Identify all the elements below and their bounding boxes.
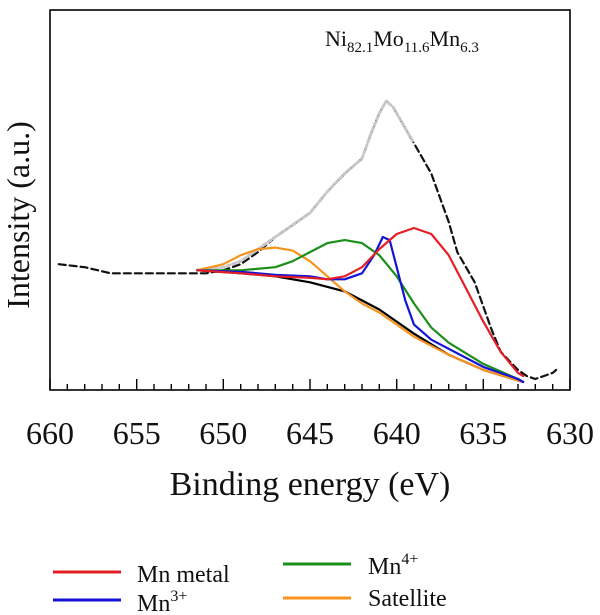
x-tick-label: 630 bbox=[546, 415, 594, 451]
y-axis-title: Intensity (a.u.) bbox=[0, 121, 36, 309]
x-axis-ticks: 660 655 650 645 640 635 630 bbox=[26, 379, 594, 451]
legend-label-mn4: Mn4+ bbox=[368, 551, 418, 580]
x-axis-title: Binding energy (eV) bbox=[170, 466, 451, 503]
series-line-mn-metal bbox=[196, 226, 525, 378]
series-line-mn4 bbox=[196, 239, 525, 384]
legend-label-mn-metal: Mn metal bbox=[137, 562, 230, 588]
plot-curves bbox=[57, 99, 558, 384]
legend-item-mn3: Mn3+ bbox=[53, 588, 187, 615]
legend-label-satellite: Satellite bbox=[368, 586, 447, 612]
legend-item-mn-metal: Mn metal bbox=[53, 562, 230, 588]
composition-label: Ni82.1Mo11.6Mn6.3 bbox=[325, 26, 479, 56]
x-tick-label: 640 bbox=[373, 415, 421, 451]
series-line-fit-envelope bbox=[195, 99, 416, 272]
series-line-satellite bbox=[196, 246, 525, 384]
x-tick-label: 655 bbox=[113, 415, 161, 451]
x-tick-label: 650 bbox=[199, 415, 247, 451]
legend-label-mn3: Mn3+ bbox=[137, 588, 187, 615]
legend-item-mn4: Mn4+ bbox=[283, 551, 418, 580]
legend-item-satellite: Satellite bbox=[283, 586, 447, 612]
x-tick-label: 645 bbox=[286, 415, 334, 451]
x-tick-label: 635 bbox=[459, 415, 507, 451]
legend: Mn metal Mn3+ Mn4+ Satellite bbox=[53, 551, 447, 615]
series-line-mn3 bbox=[196, 235, 525, 384]
x-tick-label: 660 bbox=[26, 415, 74, 451]
